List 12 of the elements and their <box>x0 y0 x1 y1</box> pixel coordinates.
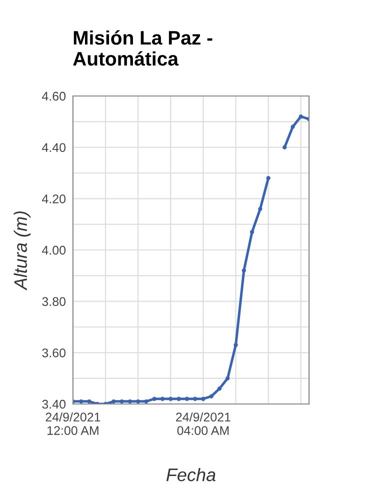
y-tick-label: 3.80 <box>42 297 66 306</box>
y-axis-title: Altura (m) <box>14 211 31 291</box>
y-tick-label: 4.00 <box>42 246 66 255</box>
y-tick-label: 4.60 <box>42 92 66 101</box>
x-tick-label: 24/9/2021 12:00 AM <box>46 412 100 435</box>
chart-title: Misión La Paz - Automática <box>73 30 212 66</box>
y-tick-label: 4.20 <box>42 194 66 204</box>
y-tick-label: 4.40 <box>42 143 66 152</box>
x-axis-title: Fecha <box>166 468 216 482</box>
y-tick-label: 3.60 <box>42 348 66 358</box>
y-tick-label: 3.40 <box>42 400 66 409</box>
x-tick-label: 24/9/2021 04:00 AM <box>176 412 230 435</box>
